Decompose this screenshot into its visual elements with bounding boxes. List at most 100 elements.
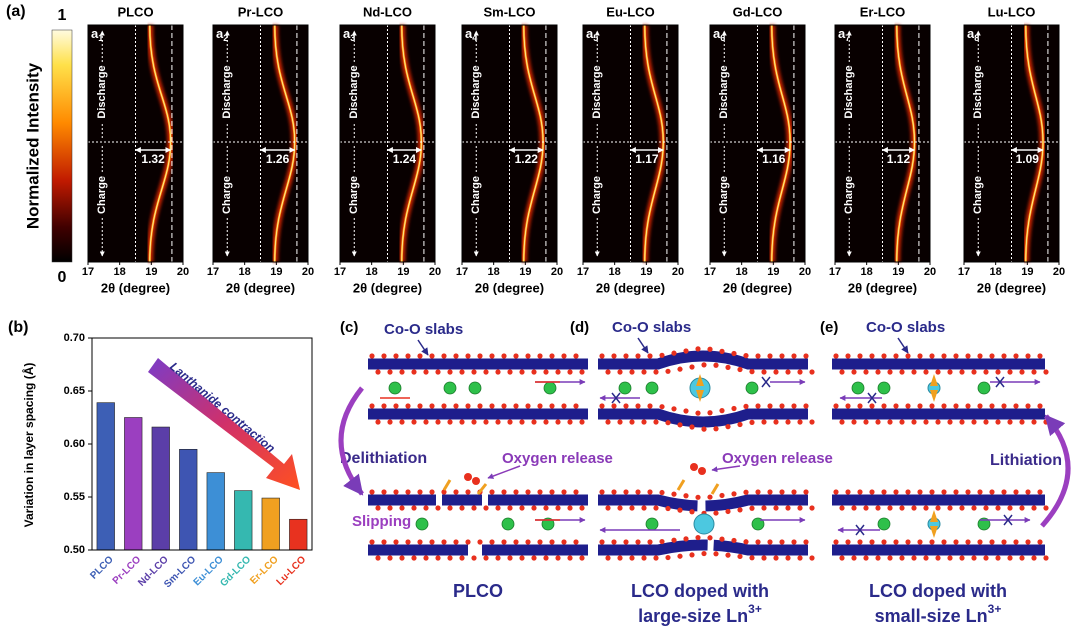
oxygen-atom (381, 539, 387, 545)
oxygen-atom (989, 489, 995, 495)
diagram-text: small-size Ln3+ (875, 602, 1002, 626)
oxygen-atom (911, 555, 917, 561)
oxygen-atom (429, 539, 435, 545)
oxygen-atom (441, 353, 447, 359)
oxygen-atom (749, 555, 755, 561)
oxygen-atom (641, 555, 647, 561)
oxygen-atom (803, 403, 809, 409)
diagram-text: Delithiation (340, 450, 427, 467)
oxygen-atom (1031, 369, 1037, 375)
map-letter: a (838, 26, 846, 41)
oxygen-atom (929, 353, 935, 359)
process-arrow (338, 386, 364, 496)
pillar (696, 374, 704, 402)
oxygen-atom (477, 353, 483, 359)
label-bg (971, 62, 986, 122)
colorbar-max: 1 (58, 7, 67, 24)
pointer (417, 339, 429, 356)
diagram-text: Oxygen release (722, 450, 833, 467)
li-ion (388, 381, 402, 395)
oxygen-atom (399, 419, 405, 425)
oxygen-atom (1031, 419, 1037, 425)
x-axis-label: 2θ (degree) (723, 280, 792, 295)
oxygen-atom (677, 553, 683, 559)
oxygen-atom (833, 353, 839, 359)
oxygen-atom (713, 362, 719, 368)
oxygen-atom (707, 494, 713, 500)
oxygen-atom (749, 419, 755, 425)
oxygen-atom (537, 539, 543, 545)
oxygen-atom (411, 555, 417, 561)
blocked-mark (1003, 514, 1013, 526)
oxygen-atom (471, 419, 477, 425)
x-tick-label: 17 (207, 266, 219, 278)
oxygen-atom (653, 555, 659, 561)
oxygen-atom (1001, 353, 1007, 359)
oxygen-atom (701, 362, 707, 368)
oxygen-atom (1037, 403, 1043, 409)
diagram-text: Co-O slabs (384, 321, 463, 338)
diagram-text: Oxygen release (502, 450, 613, 467)
oxygen-atom (561, 403, 567, 409)
oxygen-atom (887, 369, 893, 375)
oxygen-atom (869, 353, 875, 359)
oxygen-atom (1019, 555, 1025, 561)
oxygen-atom (507, 419, 513, 425)
oxygen-atom (579, 555, 585, 561)
charge-label: Charge (972, 176, 984, 214)
oxygen-atom (995, 369, 1001, 375)
diagram-text: LCO doped with (869, 581, 1007, 601)
oxygen-atom (695, 410, 701, 416)
map-letter: a (343, 26, 351, 41)
oxygen-atom (761, 369, 767, 375)
oxygen-atom (399, 555, 405, 561)
x-axis-label: 2θ (degree) (848, 280, 917, 295)
oxygen-atom (375, 369, 381, 375)
oxygen-atom (519, 505, 525, 511)
map-title: Nd-LCO (363, 4, 412, 19)
oxygen-atom (761, 419, 767, 425)
oxygen-atom (495, 419, 501, 425)
oxygen-atom (1025, 403, 1031, 409)
oxygen-atom (689, 552, 695, 558)
map-subscript: 8 (974, 33, 979, 43)
oxygen-atom (893, 353, 899, 359)
oxygen-atom (863, 419, 869, 425)
x-tick-label: 18 (366, 266, 378, 278)
oxygen-atom (917, 539, 923, 545)
oxygen-atom (567, 505, 573, 511)
x-tick-label: 19 (767, 266, 779, 278)
oxygen-atom (719, 408, 725, 414)
shift-value: 1.26 (266, 152, 290, 166)
oxygen-atom (659, 404, 665, 410)
label-bg (95, 172, 110, 218)
oxygen-atom (923, 505, 929, 511)
oxygen-atom (507, 369, 513, 375)
map-subscript: 1 (98, 33, 103, 43)
oxygen-atom (531, 369, 537, 375)
oxygen-atom (1019, 369, 1025, 375)
oxygen-atom (447, 419, 453, 425)
oxygen-atom (683, 536, 689, 542)
oxygen-atom (881, 489, 887, 495)
oxygen-atom (971, 369, 977, 375)
oxygen-atom (923, 419, 929, 425)
oxygen-atom (611, 403, 617, 409)
oxygen-atom (677, 366, 683, 372)
oxygen-atom (845, 489, 851, 495)
oxygen-atom (983, 369, 989, 375)
oxygen-atom (465, 403, 471, 409)
oxygen-atom (531, 505, 537, 511)
oxygen-atom (1013, 403, 1019, 409)
oxygen-atom (525, 353, 531, 359)
oxygen-atom (959, 555, 965, 561)
oxygen-atom (965, 539, 971, 545)
label-bg (842, 172, 857, 218)
oxygen-atom (459, 505, 465, 511)
caption-part: large-size Ln (638, 606, 748, 626)
oxygen-atom (953, 489, 959, 495)
pointer (487, 465, 521, 479)
y-tick-label: 0.55 (64, 491, 85, 503)
map-letter: a (216, 26, 224, 41)
oxygen-atom (1037, 539, 1043, 545)
